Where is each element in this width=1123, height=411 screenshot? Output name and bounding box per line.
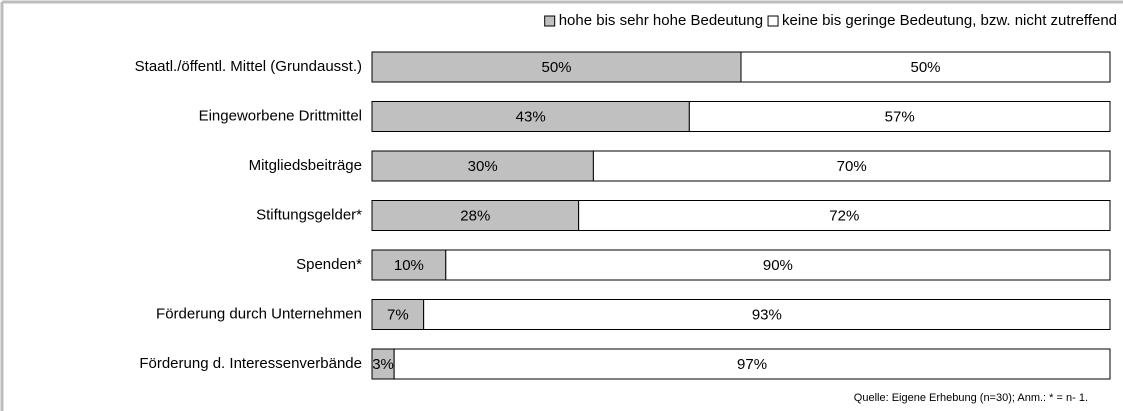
legend-label: hohe bis sehr hohe Bedeutung [559, 12, 763, 29]
bar-segment [578, 200, 1111, 231]
legend-swatch [544, 15, 556, 27]
bar-segment [371, 101, 690, 132]
value-label: 3% [372, 356, 394, 373]
bar-segment [371, 200, 580, 231]
value-label: 7% [387, 306, 409, 323]
bar-segment [740, 51, 1111, 83]
value-label: 57% [885, 108, 915, 125]
value-label: 28% [460, 207, 490, 224]
value-label: 90% [763, 257, 793, 274]
bar-segment [445, 249, 1111, 281]
value-label: 93% [752, 306, 782, 323]
category-label: Mitgliedsbeiträge [249, 157, 362, 174]
value-label: 72% [829, 207, 859, 224]
category-label: Staatl./öffentl. Mittel (Grundausst.) [135, 58, 362, 75]
category-label: Spenden* [296, 256, 362, 273]
value-label: 70% [837, 158, 867, 175]
bar-segment [423, 299, 1111, 330]
value-label: 50% [910, 59, 940, 76]
bar-segment [371, 249, 447, 281]
source-note: Quelle: Eigene Erhebung (n=30); Anm.: * … [854, 392, 1088, 404]
bar-segment [592, 150, 1111, 182]
value-label: 50% [541, 59, 571, 76]
category-label: Förderung d. Interessenverbände [139, 355, 362, 372]
value-label: 97% [737, 356, 767, 373]
legend-label: keine bis geringe Bedeutung, bzw. nicht … [782, 12, 1117, 29]
value-label: 30% [468, 158, 498, 175]
value-label: 43% [516, 108, 546, 125]
bar-segment [371, 51, 742, 83]
category-label: Stiftungsgelder* [256, 206, 362, 223]
bar-segment [371, 299, 425, 330]
category-label: Eingeworbene Drittmittel [199, 107, 362, 124]
legend-swatch [767, 15, 779, 27]
category-label: Förderung durch Unternehmen [156, 305, 362, 322]
bar-segment [393, 348, 1111, 380]
value-label: 10% [394, 257, 424, 274]
bar-segment [688, 101, 1111, 132]
